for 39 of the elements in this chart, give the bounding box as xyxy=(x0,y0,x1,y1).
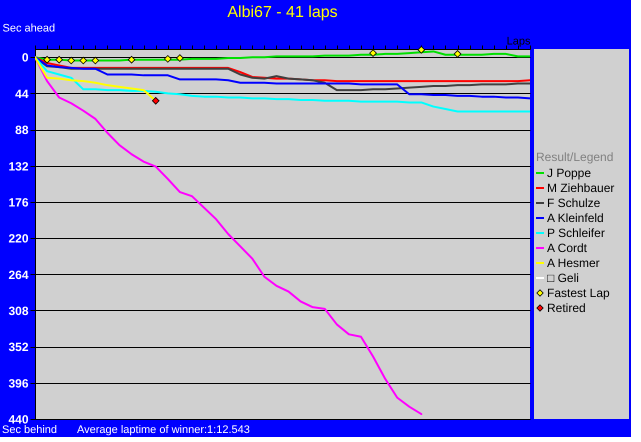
legend-label: J Poppe xyxy=(547,166,592,180)
x-axis-title: Laps xyxy=(506,36,531,48)
y-tick-label: 88 xyxy=(15,123,29,138)
y-tick-label: 44 xyxy=(15,86,29,101)
point xyxy=(454,50,462,58)
y-tick-label: 220 xyxy=(8,232,29,246)
legend-label: P Schleifer xyxy=(547,226,605,240)
legend-label: Fastest Lap xyxy=(547,286,610,300)
legend-label: A Kleinfeld xyxy=(547,211,604,225)
point xyxy=(152,97,160,105)
point xyxy=(67,56,75,64)
y-tick-label: 396 xyxy=(8,376,29,390)
point xyxy=(43,56,51,64)
y-tick-label: 264 xyxy=(8,268,29,282)
text: Average laptime of winner:1:12.543 xyxy=(77,424,250,436)
point xyxy=(369,49,377,57)
y-tick-label: 176 xyxy=(8,195,29,210)
legend-label: A Cordt xyxy=(547,241,588,255)
point xyxy=(92,56,100,64)
legend-label: A Hesmer xyxy=(547,256,600,270)
y-axis-title: Sec ahead xyxy=(2,22,56,34)
chart-title: Albi67 - 41 laps xyxy=(227,4,338,21)
point xyxy=(55,56,63,64)
point xyxy=(80,56,88,64)
point xyxy=(128,56,136,64)
legend-label: Retired xyxy=(547,301,586,315)
point xyxy=(176,54,184,62)
y-tick-label: 0 xyxy=(22,50,29,65)
y-tick-label: 132 xyxy=(8,159,29,174)
y-tick-label: 352 xyxy=(8,340,29,354)
legend-label: F Schulze xyxy=(547,196,601,210)
legend-label: □ Geli xyxy=(547,271,579,285)
legend-label: M Ziehbauer xyxy=(547,181,614,195)
point xyxy=(164,55,172,63)
y-tick-label: 308 xyxy=(8,304,29,318)
text: Sec behind xyxy=(2,424,58,436)
point xyxy=(418,46,426,54)
y-tick-label: 440 xyxy=(8,412,29,426)
legend-title: Result/Legend xyxy=(536,150,614,164)
